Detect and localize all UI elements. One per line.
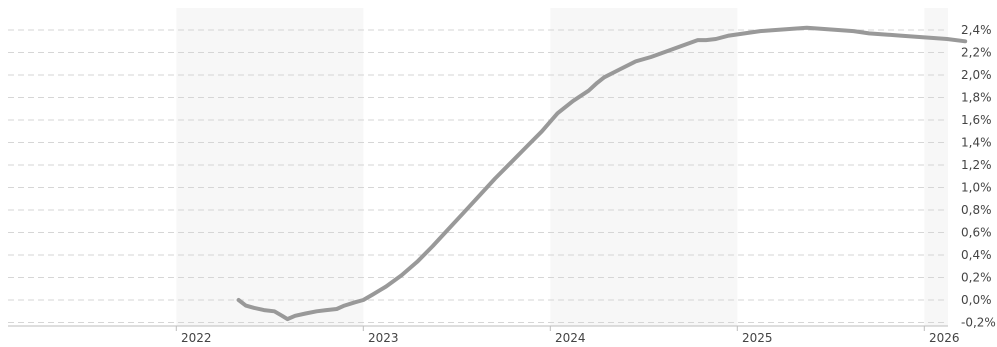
y-tick-label: 1,4%	[961, 136, 992, 150]
plot-area	[236, 25, 968, 322]
x-axis: 2022 2023 2024 2025 2026	[8, 325, 960, 345]
y-tick-label: 1,6%	[961, 113, 992, 127]
y-tick-label: 1,0%	[961, 181, 992, 195]
series-line	[236, 25, 968, 322]
grid-lines	[8, 29, 948, 323]
y-tick-label: 2,4%	[961, 23, 992, 37]
year-bands	[176, 8, 948, 326]
year-band-2024	[550, 8, 738, 326]
x-tick-label: 2023	[368, 331, 399, 345]
y-tick-label: 0,8%	[961, 203, 992, 217]
y-tick-label: 0,6%	[961, 226, 992, 240]
y-tick-label: 1,2%	[961, 158, 992, 172]
y-tick-label: 1,8%	[961, 91, 992, 105]
y-tick-label: 2,0%	[961, 68, 992, 82]
y-tick-label: 2,2%	[961, 46, 992, 60]
y-tick-label: -0,2%	[961, 316, 996, 330]
year-band-2022	[176, 8, 364, 326]
year-band-2026	[924, 8, 948, 326]
x-tick-label: 2025	[742, 331, 773, 345]
x-tick-label: 2026	[929, 331, 960, 345]
y-tick-label: 0,0%	[961, 293, 992, 307]
x-tick-label: 2022	[181, 331, 212, 345]
x-tick-label: 2024	[555, 331, 586, 345]
y-axis: 2,4% 2,2% 2,0% 1,8% 1,6% 1,4% 1,2% 1,0% 0,8% 0,6%…	[961, 23, 996, 330]
y-tick-label: 0,4%	[961, 248, 992, 262]
y-tick-label: 0,2%	[961, 271, 992, 285]
